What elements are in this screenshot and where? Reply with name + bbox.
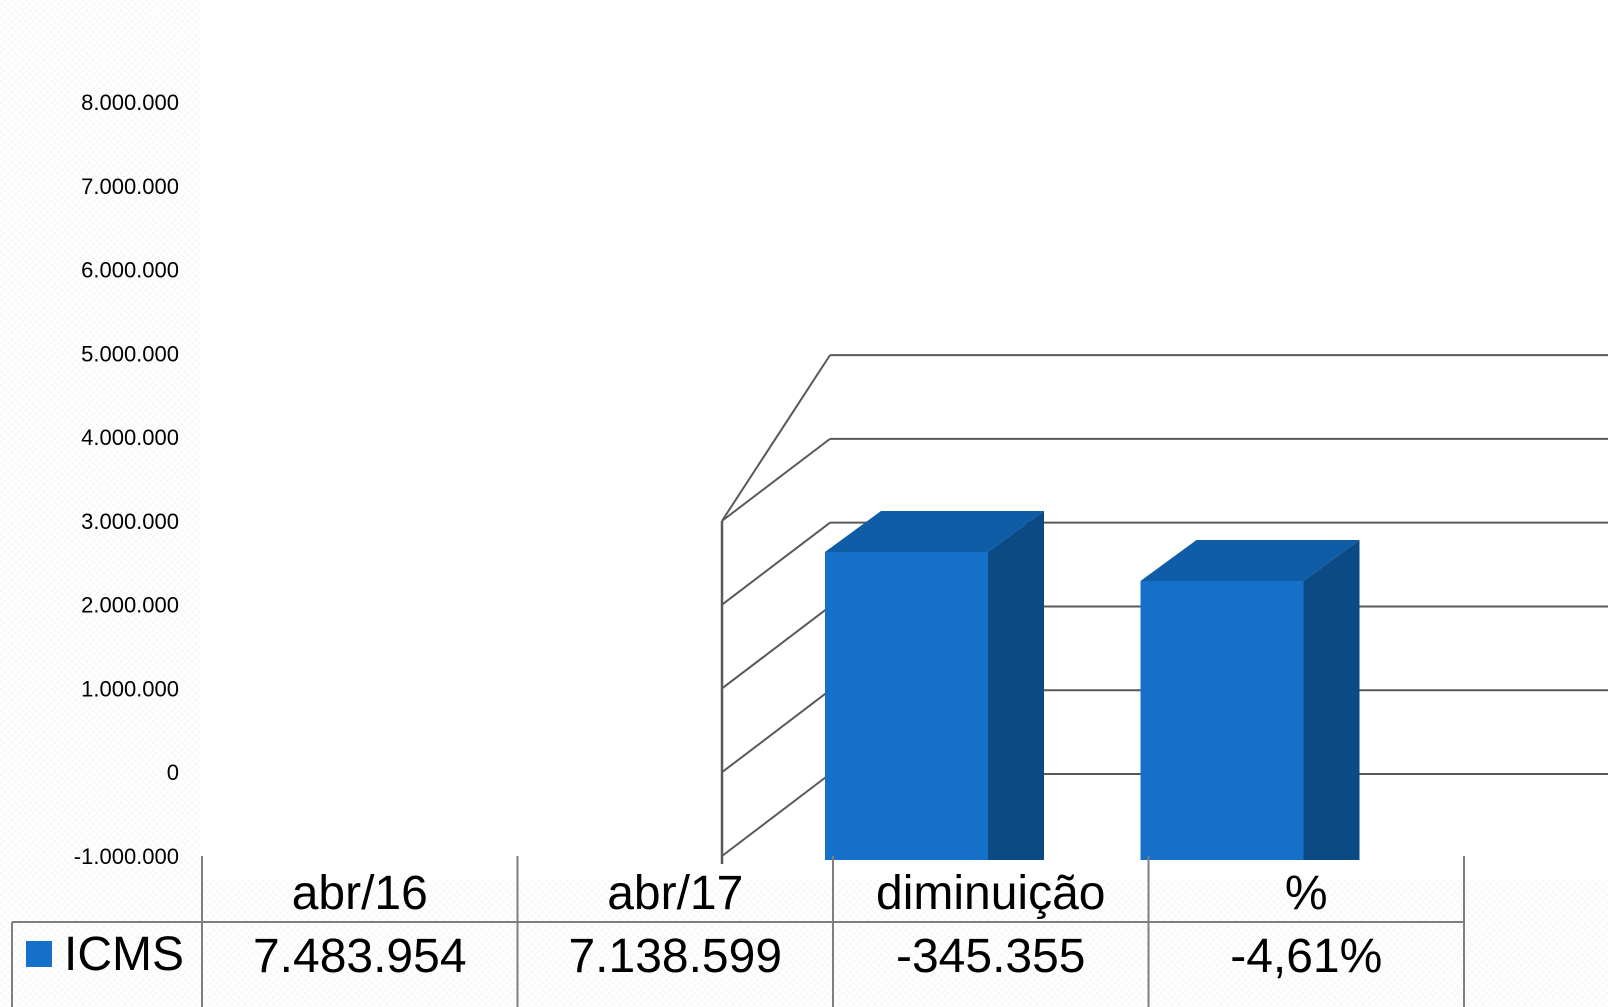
data-label: -345.355: [896, 930, 1086, 983]
bar-side: [1303, 540, 1360, 860]
y-tick-label: 4.000.000: [81, 425, 179, 450]
bar-top: [825, 511, 1044, 552]
y-tick-label: 8.000.000: [81, 90, 179, 115]
side-wall-gridline: [721, 605, 831, 690]
legend-label: ICMS: [64, 928, 184, 981]
y-tick-label: 7.000.000: [81, 174, 179, 199]
y-tick-label: 6.000.000: [81, 258, 179, 283]
data-label: 7.138.599: [568, 930, 782, 983]
bar-front: [1140, 581, 1304, 860]
side-wall-gridline: [721, 689, 831, 774]
bar-top: [1140, 540, 1360, 581]
y-tick-label: 1.000.000: [81, 676, 179, 701]
y-tick-label: 2.000.000: [81, 593, 179, 618]
category-label: abr/16: [292, 867, 428, 920]
bar-front: [825, 552, 988, 860]
category-label: %: [1285, 867, 1328, 920]
category-label: diminuição: [876, 867, 1105, 920]
side-wall-top-edge: [721, 354, 831, 522]
side-wall-gridline: [721, 438, 831, 522]
side-wall-gridline: [721, 773, 831, 857]
y-tick-label: 3.000.000: [81, 509, 179, 534]
bar-side: [988, 511, 1044, 860]
y-tick-label: 0: [167, 760, 179, 785]
data-label: -4,61%: [1230, 930, 1382, 983]
legend-swatch: [26, 941, 52, 967]
data-label: 7.483.954: [253, 930, 467, 983]
side-wall-gridline: [721, 521, 831, 606]
y-tick-label: 5.000.000: [81, 341, 179, 366]
category-label: abr/17: [607, 867, 743, 920]
y-tick-label: -1.000.000: [74, 844, 179, 869]
